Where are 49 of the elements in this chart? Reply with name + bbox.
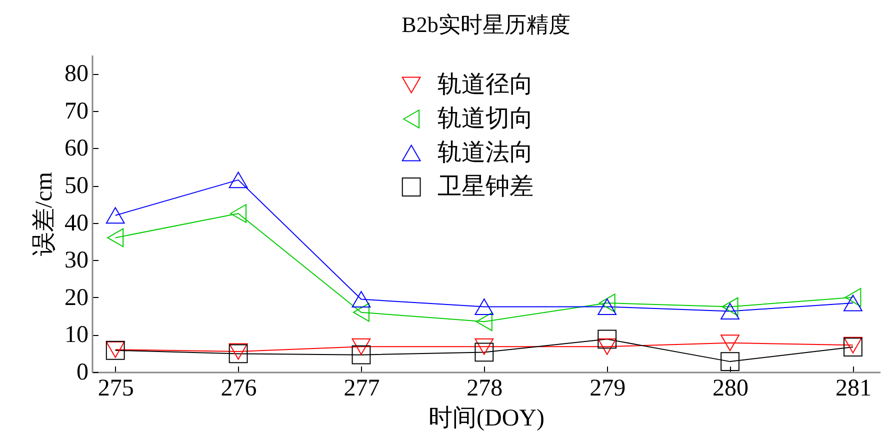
y-tick-label: 0 [76, 360, 88, 386]
y-tick-label: 20 [64, 284, 88, 311]
point [722, 297, 738, 316]
point [476, 312, 492, 332]
point [107, 228, 124, 248]
point [352, 345, 371, 364]
point [228, 172, 248, 188]
legend-label: 轨道法向 [437, 140, 534, 166]
point [720, 302, 740, 320]
point [106, 207, 125, 224]
point [844, 294, 862, 312]
legend-label: 卫星钟差 [437, 174, 534, 200]
point [352, 338, 371, 355]
point [598, 338, 617, 355]
x-tick-label: 280 [712, 376, 749, 402]
y-tick-label: 60 [64, 136, 88, 162]
point [844, 336, 862, 354]
y-tick-label: 30 [64, 248, 88, 274]
point [598, 330, 617, 349]
point [352, 302, 370, 322]
x-tick-label: 277 [344, 376, 380, 402]
y-tick-label: 70 [64, 98, 88, 124]
point [598, 294, 616, 312]
point [228, 344, 248, 364]
point [598, 298, 617, 315]
chart-title: B2b实时星历精度 [402, 12, 570, 37]
point [720, 334, 740, 352]
point [228, 343, 248, 360]
point [844, 288, 862, 307]
x-tick-label: 276 [220, 376, 257, 402]
x-axis-title: 时间(DOY) [428, 406, 544, 432]
x-tick-label: 278 [466, 376, 503, 402]
x-tick-label: 281 [835, 376, 872, 402]
legend-label: 轨道切向 [437, 106, 534, 132]
point [230, 204, 247, 223]
x-tick-label: 279 [590, 376, 626, 402]
point [474, 298, 494, 315]
y-tick-label: 50 [64, 173, 88, 200]
y-tick-label: 80 [64, 61, 88, 88]
point [720, 352, 740, 372]
legend-label: 轨道径向 [437, 72, 534, 98]
x-tick-label: 275 [98, 376, 134, 402]
point [474, 342, 494, 362]
point [844, 338, 862, 356]
y-tick-label: 40 [64, 210, 88, 236]
point [474, 338, 494, 355]
y-axis-title: 误差/cm [32, 172, 58, 256]
point [352, 291, 371, 308]
y-tick-label: 10 [64, 322, 88, 348]
